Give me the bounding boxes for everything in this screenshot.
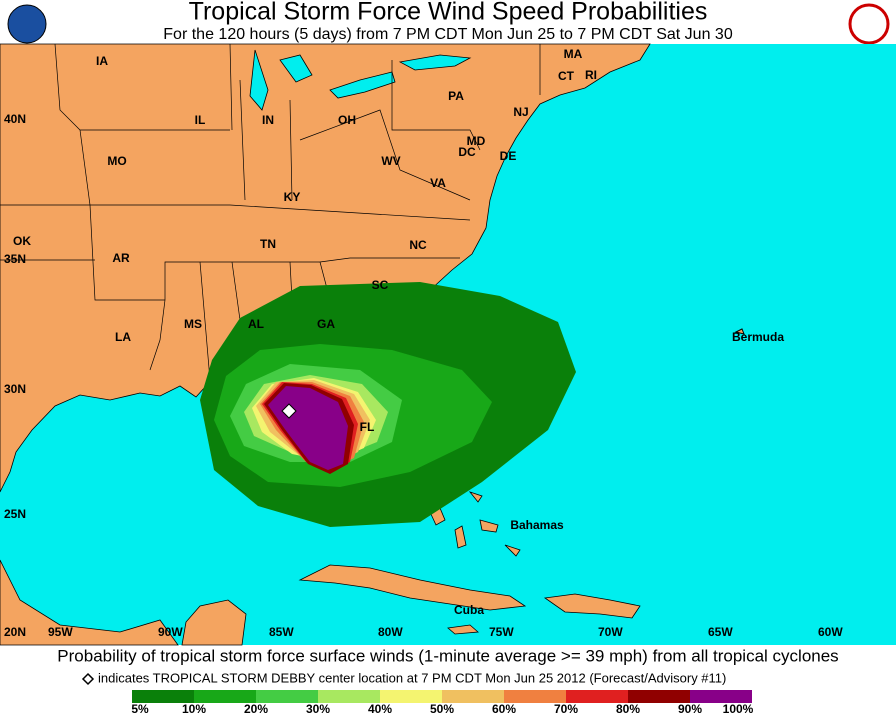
great-lakes — [249, 49, 472, 111]
state-label: LA — [115, 330, 131, 344]
legend-label: 30% — [306, 702, 330, 716]
state-label: PA — [448, 89, 464, 103]
lat-labels: 40N 35N 30N 25N 20N — [4, 112, 26, 639]
state-label: MO — [107, 154, 126, 168]
state-label: OH — [338, 113, 356, 127]
probability-contours — [200, 282, 576, 527]
caption: Probability of tropical storm force surf… — [57, 646, 838, 665]
bahamas — [429, 491, 521, 557]
lon-label: 75W — [489, 625, 514, 639]
legend-swatch — [442, 690, 504, 703]
land — [0, 559, 247, 646]
state-label: CT — [558, 69, 575, 83]
lat-label: 30N — [4, 382, 26, 396]
lon-label: 80W — [378, 625, 403, 639]
hispaniola — [543, 593, 641, 619]
state-label: RI — [585, 68, 597, 82]
legend-label: 5% — [131, 702, 149, 716]
state-label: VA — [430, 176, 446, 190]
jamaica — [447, 624, 479, 635]
legend-label: 100% — [723, 702, 754, 716]
state-label: MS — [184, 317, 202, 331]
lon-label: 95W — [48, 625, 73, 639]
legend-swatch — [628, 690, 690, 703]
place-label: Bahamas — [510, 518, 564, 532]
legend-swatch — [132, 690, 194, 703]
legend-swatch — [256, 690, 318, 703]
lat-label: 35N — [4, 252, 26, 266]
legend-swatch — [566, 690, 628, 703]
lat-label: 20N — [4, 625, 26, 639]
subtitle: For the 120 hours (5 days) from 7 PM CDT… — [163, 26, 733, 43]
state-label: KY — [284, 190, 301, 204]
lat-label: 25N — [4, 507, 26, 521]
legend-label: 90% — [678, 702, 702, 716]
legend-label: 60% — [492, 702, 516, 716]
storm-center — [281, 403, 297, 419]
state-label: IL — [195, 113, 206, 127]
legend-swatch — [194, 690, 256, 703]
state-label: WV — [381, 154, 400, 168]
lon-label: 60W — [818, 625, 843, 639]
nws-logo — [848, 3, 890, 45]
note: indicates TROPICAL STORM DEBBY center lo… — [98, 670, 726, 685]
state-label: OK — [13, 234, 31, 248]
state-label: AR — [112, 251, 130, 265]
legend-label: 70% — [554, 702, 578, 716]
state-label: DE — [500, 149, 517, 163]
legend-label: 20% — [244, 702, 268, 716]
state-label: MA — [564, 47, 583, 61]
place-label: Bermuda — [732, 330, 784, 344]
cuba — [298, 564, 527, 611]
bermuda — [734, 328, 745, 335]
state-label: IN — [262, 113, 274, 127]
state-label: TN — [260, 237, 276, 251]
legend-swatch — [504, 690, 566, 703]
state-label: DC — [458, 145, 476, 159]
state-label: IA — [96, 54, 108, 68]
lon-label: 65W — [708, 625, 733, 639]
legend-label: 50% — [430, 702, 454, 716]
state-label: NC — [409, 238, 427, 252]
state-labels: IA IL IN OH PA MA CT RI NJ MD DE DC WV V… — [13, 47, 784, 617]
state-label: AL — [248, 317, 264, 331]
legend-label: 40% — [368, 702, 392, 716]
state-label: NJ — [513, 105, 528, 119]
lon-label: 70W — [598, 625, 623, 639]
legend-swatch — [380, 690, 442, 703]
state-label: SC — [372, 278, 389, 292]
lon-labels: 95W 90W 85W 80W 75W 70W 65W 60W — [48, 625, 843, 639]
diamond-icon — [81, 672, 95, 686]
state-label: MD — [467, 134, 486, 148]
lon-label: 90W — [158, 625, 183, 639]
lat-label: 40N — [4, 112, 26, 126]
state-label: GA — [317, 317, 335, 331]
noaa-logo — [7, 4, 47, 44]
legend-swatch — [690, 690, 752, 703]
legend-label: 10% — [182, 702, 206, 716]
legend-swatch — [318, 690, 380, 703]
legend-label: 80% — [616, 702, 640, 716]
title: Tropical Storm Force Wind Speed Probabil… — [189, 0, 708, 26]
legend: 5% 10% 20% 30% 40% 50% 60% 70% 80% 90% 100% — [131, 690, 754, 716]
lon-label: 85W — [269, 625, 294, 639]
place-label: Cuba — [454, 603, 484, 617]
state-label: FL — [360, 420, 375, 434]
